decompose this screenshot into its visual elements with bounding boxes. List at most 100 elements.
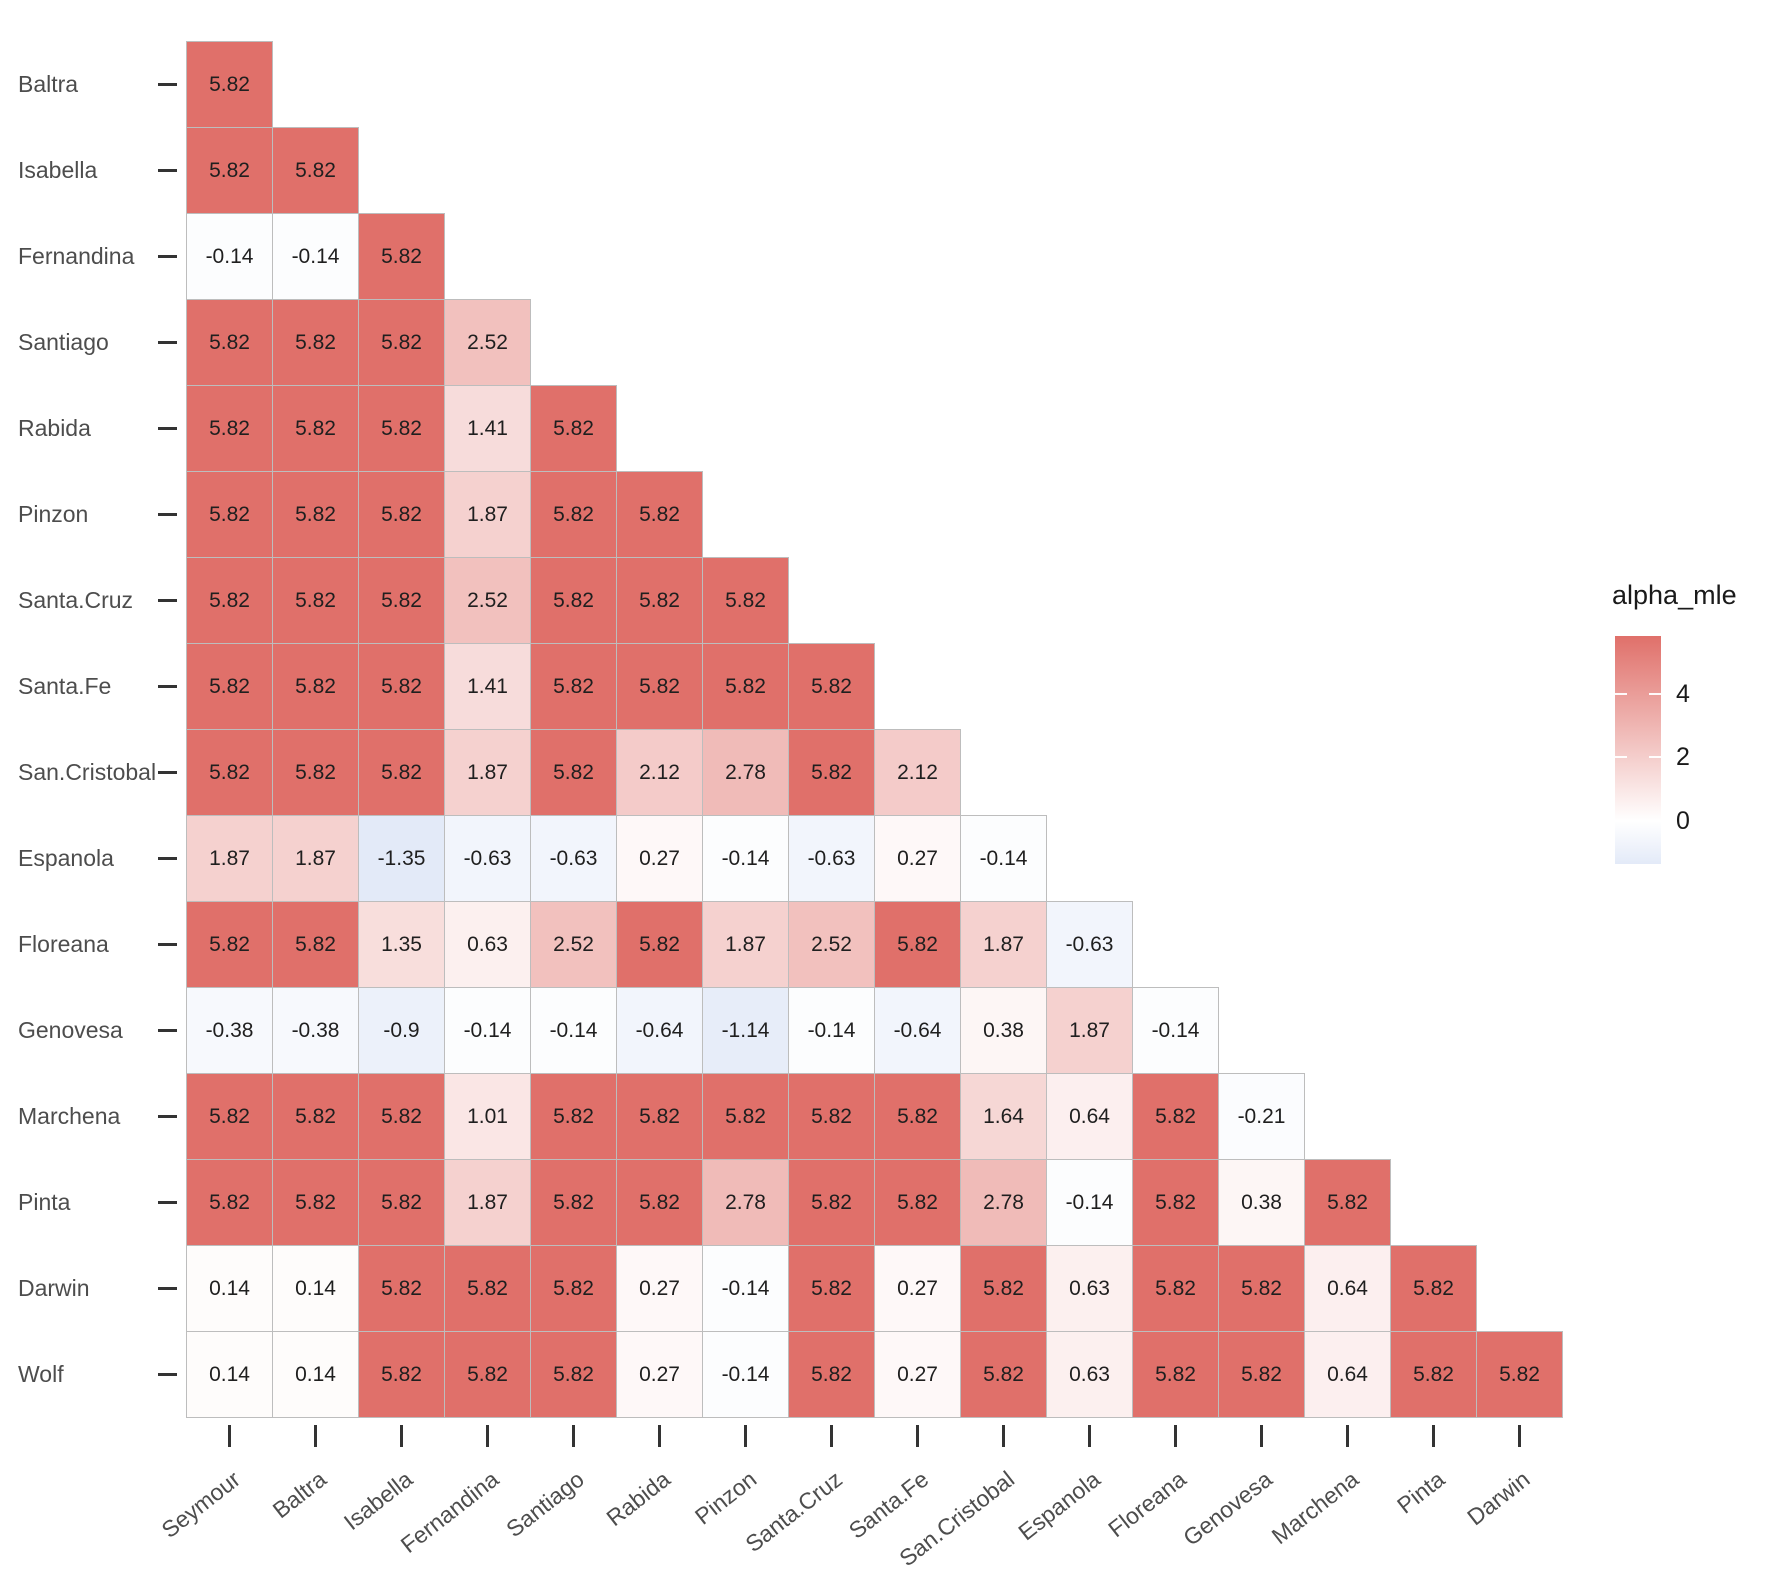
- y-axis-tick: [158, 512, 177, 516]
- heatmap-cell: 5.82: [530, 1245, 617, 1332]
- heatmap-cell: 5.82: [960, 1331, 1047, 1418]
- heatmap-cell: 1.87: [272, 815, 359, 902]
- heatmap-cell: 0.27: [616, 1245, 703, 1332]
- heatmap-cell: 5.82: [358, 557, 445, 644]
- heatmap-cell: 5.82: [186, 471, 273, 558]
- heatmap-cell: 5.82: [1132, 1245, 1219, 1332]
- heatmap-cell: -0.14: [1132, 987, 1219, 1074]
- legend-tick-notch: [1615, 756, 1627, 759]
- heatmap-cell: -0.63: [444, 815, 531, 902]
- x-axis-label: Darwin: [1462, 1465, 1536, 1531]
- heatmap-cell: 1.41: [444, 385, 531, 472]
- y-axis-tick: [158, 254, 177, 258]
- heatmap-cell: 0.63: [1046, 1245, 1133, 1332]
- heatmap-cell: -0.63: [530, 815, 617, 902]
- heatmap-cell: 5.82: [1390, 1331, 1477, 1418]
- heatmap-cell: 5.82: [1218, 1245, 1305, 1332]
- x-axis-tick: [915, 1425, 919, 1447]
- heatmap-cell: 5.82: [616, 557, 703, 644]
- heatmap-cell: 5.82: [530, 729, 617, 816]
- x-axis-tick: [829, 1425, 833, 1447]
- heatmap-cell: -0.38: [186, 987, 273, 1074]
- heatmap-cell: 2.78: [702, 1159, 789, 1246]
- heatmap-cell: 5.82: [874, 901, 961, 988]
- y-axis-tick: [158, 684, 177, 688]
- x-axis-label: Isabella: [338, 1465, 418, 1536]
- heatmap-cell: 5.82: [186, 127, 273, 214]
- heatmap-cell: 5.82: [358, 471, 445, 558]
- heatmap-cell: 5.82: [186, 1159, 273, 1246]
- x-axis-tick: [1431, 1425, 1435, 1447]
- heatmap-cell: 2.52: [444, 557, 531, 644]
- heatmap-cell: 2.12: [616, 729, 703, 816]
- heatmap-cell: 5.82: [530, 385, 617, 472]
- heatmap-cell: -0.21: [1218, 1073, 1305, 1160]
- x-axis-label: Seymour: [156, 1465, 246, 1543]
- heatmap-cell: 0.64: [1046, 1073, 1133, 1160]
- legend-gradient-bar: [1615, 636, 1661, 864]
- heatmap-cell: 5.82: [788, 1073, 875, 1160]
- x-axis-label: Pinzon: [689, 1465, 762, 1530]
- x-axis-tick: [571, 1425, 575, 1447]
- x-axis-tick: [227, 1425, 231, 1447]
- heatmap-cell: 0.64: [1304, 1331, 1391, 1418]
- heatmap-cell: 5.82: [788, 643, 875, 730]
- heatmap-cell: 1.87: [186, 815, 273, 902]
- y-axis-label: Pinta: [18, 1189, 71, 1215]
- y-axis-label: Wolf: [18, 1361, 64, 1387]
- heatmap-cell: 1.64: [960, 1073, 1047, 1160]
- heatmap-cell: -0.63: [1046, 901, 1133, 988]
- heatmap-cell: 1.87: [1046, 987, 1133, 1074]
- y-axis-tick: [158, 1114, 177, 1118]
- heatmap-cell: 5.82: [1132, 1159, 1219, 1246]
- heatmap-cell: 0.14: [272, 1331, 359, 1418]
- heatmap-cell: 5.82: [186, 557, 273, 644]
- heatmap-cell: 5.82: [186, 643, 273, 730]
- heatmap-cell: -0.9: [358, 987, 445, 1074]
- heatmap-cell: 5.82: [1390, 1245, 1477, 1332]
- heatmap-cell: 5.82: [530, 643, 617, 730]
- heatmap-cell: 5.82: [272, 299, 359, 386]
- heatmap-cell: 5.82: [272, 557, 359, 644]
- heatmap-cell: 5.82: [358, 1331, 445, 1418]
- legend-tick-notch: [1649, 756, 1661, 759]
- heatmap-cell: 5.82: [272, 127, 359, 214]
- heatmap-cell: 0.38: [1218, 1159, 1305, 1246]
- y-axis-label: Floreana: [18, 931, 109, 957]
- legend-tick-notch: [1649, 692, 1661, 695]
- heatmap-cell: 5.82: [874, 1073, 961, 1160]
- y-axis-label: Isabella: [18, 157, 98, 183]
- y-axis-label: Marchena: [18, 1103, 121, 1129]
- heatmap-cell: 1.87: [444, 471, 531, 558]
- heatmap-cell: 5.82: [530, 1159, 617, 1246]
- heatmap-cell: -0.14: [960, 815, 1047, 902]
- heatmap-cell: 1.87: [702, 901, 789, 988]
- heatmap-cell: 0.63: [1046, 1331, 1133, 1418]
- y-axis-label: Rabida: [18, 415, 91, 441]
- heatmap-cell: 5.82: [186, 385, 273, 472]
- x-axis-tick: [1259, 1425, 1263, 1447]
- y-axis-label: Genovesa: [18, 1017, 123, 1043]
- y-axis-tick: [158, 1028, 177, 1032]
- heatmap-cell: 5.82: [960, 1245, 1047, 1332]
- heatmap-cell: 5.82: [272, 643, 359, 730]
- x-axis-label: Santiago: [501, 1465, 590, 1543]
- y-axis-label: Santa.Fe: [18, 673, 112, 699]
- x-axis-label: Rabida: [601, 1465, 676, 1532]
- heatmap-cell: -0.14: [186, 213, 273, 300]
- heatmap-cell: 0.27: [874, 1331, 961, 1418]
- heatmap-cell: 5.82: [444, 1245, 531, 1332]
- y-axis-label: Santa.Cruz: [18, 587, 134, 613]
- heatmap-cell: -1.14: [702, 987, 789, 1074]
- x-axis-label: Espanola: [1013, 1465, 1106, 1546]
- x-axis-tick: [1345, 1425, 1349, 1447]
- heatmap-cell: -0.64: [616, 987, 703, 1074]
- heatmap-cell: -0.14: [702, 815, 789, 902]
- heatmap-cell: 5.82: [186, 729, 273, 816]
- x-axis-tick: [743, 1425, 747, 1447]
- heatmap-cell: 0.38: [960, 987, 1047, 1074]
- heatmap-cell: 5.82: [1132, 1331, 1219, 1418]
- y-axis-label: San.Cristobal: [18, 759, 157, 785]
- heatmap-cell: -0.14: [272, 213, 359, 300]
- heatmap-cell: 5.82: [788, 1331, 875, 1418]
